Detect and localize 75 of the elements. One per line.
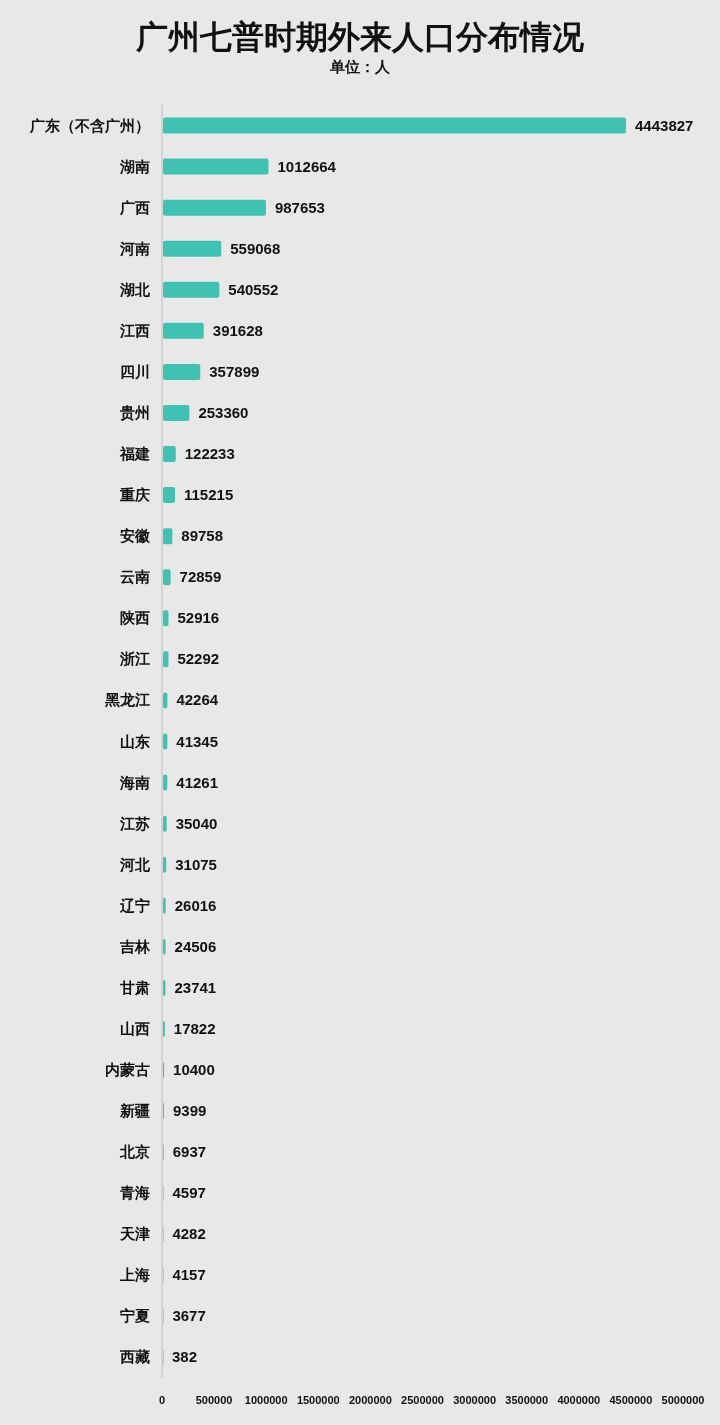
data-label: 26016 — [174, 896, 217, 914]
category-label: 新疆 — [120, 1102, 150, 1120]
data-label: 42264 — [176, 691, 219, 709]
category-label: 贵州 — [120, 404, 150, 421]
data-label: 41345 — [176, 732, 219, 750]
x-tick-label: 2000000 — [349, 1394, 392, 1406]
x-tick-label: 4000000 — [557, 1394, 601, 1406]
x-tick-label: 3500000 — [505, 1394, 549, 1406]
data-label: 52916 — [177, 609, 220, 627]
data-label: 72859 — [179, 568, 222, 586]
data-label: 52292 — [177, 650, 220, 668]
data-label: 115215 — [184, 486, 234, 504]
category-label: 四川 — [120, 362, 150, 380]
category-label: 福建 — [120, 445, 150, 463]
category-label: 浙江 — [120, 650, 150, 668]
data-label: 6937 — [172, 1143, 207, 1161]
category-label: 云南 — [120, 568, 150, 586]
category-label: 重庆 — [120, 486, 150, 504]
data-label: 559068 — [230, 239, 281, 257]
data-label: 31075 — [175, 855, 217, 873]
category-label: 西藏 — [120, 1348, 150, 1366]
category-label: 河南 — [120, 239, 150, 257]
category-label: 陕西 — [120, 609, 150, 627]
data-label: 253360 — [198, 404, 249, 421]
category-label: 河北 — [120, 855, 150, 873]
data-label: 1012664 — [277, 157, 336, 175]
data-label: 17822 — [173, 1019, 216, 1037]
category-label: 湖北 — [120, 280, 150, 298]
x-tick-label: 4500000 — [609, 1394, 653, 1406]
category-label: 山东 — [120, 732, 150, 750]
data-label: 540552 — [228, 280, 279, 298]
data-label: 122233 — [184, 445, 235, 463]
category-label: 内蒙古 — [105, 1061, 150, 1078]
data-label: 4282 — [172, 1225, 206, 1243]
category-label: 广西 — [120, 198, 150, 216]
data-label: 35040 — [175, 814, 218, 832]
category-label: 上海 — [120, 1266, 150, 1284]
category-label: 黑龙江 — [105, 691, 150, 709]
category-label: 天津 — [120, 1225, 150, 1243]
category-label: 海南 — [120, 773, 150, 791]
data-label: 10400 — [173, 1061, 215, 1078]
category-label: 青海 — [120, 1184, 150, 1202]
data-label: 391628 — [212, 321, 263, 339]
category-label: 宁夏 — [120, 1307, 150, 1325]
data-label: 382 — [172, 1348, 198, 1366]
data-label: 9399 — [173, 1102, 207, 1120]
category-label: 甘肃 — [120, 978, 150, 996]
data-label: 23741 — [174, 978, 217, 996]
x-tick-label: 2500000 — [401, 1394, 444, 1406]
x-tick-label: 0 — [158, 1394, 166, 1406]
data-label: 3677 — [172, 1307, 206, 1325]
x-tick-label: 1000000 — [244, 1394, 288, 1406]
data-label: 89758 — [181, 527, 224, 545]
category-label: 北京 — [120, 1143, 150, 1161]
category-label: 安徽 — [120, 527, 150, 545]
x-tick-label: 5000000 — [661, 1394, 705, 1406]
category-label: 吉林 — [120, 937, 150, 955]
x-tick-label: 500000 — [195, 1394, 233, 1406]
data-label: 4597 — [172, 1184, 206, 1202]
subtitle: 单位：人 — [330, 58, 390, 75]
category-label: 广东（不含广州） — [30, 116, 150, 134]
data-label: 4157 — [172, 1266, 206, 1284]
category-label: 江苏 — [120, 814, 150, 832]
data-label: 4443827 — [635, 116, 694, 134]
data-label: 24506 — [174, 937, 217, 955]
data-label: 987653 — [274, 198, 325, 216]
x-tick-label: 1500000 — [296, 1394, 340, 1406]
category-label: 江西 — [120, 321, 150, 339]
category-label: 辽宁 — [120, 896, 150, 914]
data-label: 357899 — [209, 362, 260, 380]
x-tick-label: 3000000 — [453, 1394, 496, 1406]
title: 广州七普时期外来人口分布情况 — [136, 19, 584, 55]
category-label: 山西 — [120, 1019, 150, 1037]
category-label: 湖南 — [120, 157, 150, 175]
data-label: 41261 — [176, 773, 218, 791]
